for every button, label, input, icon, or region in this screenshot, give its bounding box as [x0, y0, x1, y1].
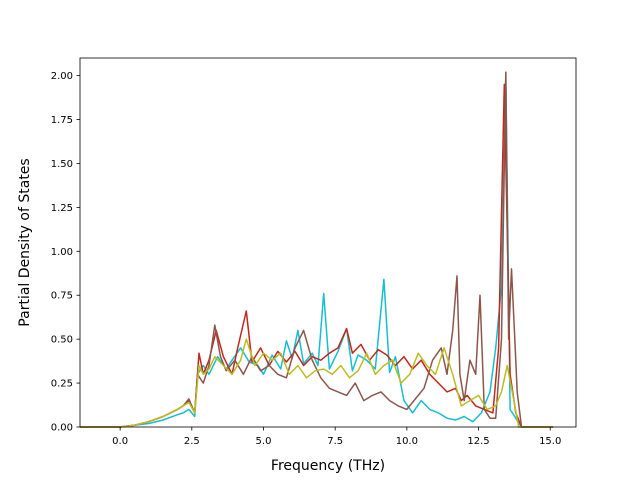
- x-axis-label: Frequency (THz): [271, 458, 385, 474]
- x-tick-label: 12.5: [467, 436, 489, 447]
- x-tick-label: 7.5: [327, 436, 343, 447]
- x-tick-label: 15.0: [539, 436, 561, 447]
- y-tick-label: 1.75: [51, 115, 73, 126]
- y-axis-label: Partial Density of States: [17, 158, 33, 326]
- y-tick-label: 0.25: [51, 379, 73, 390]
- y-tick-label: 0.00: [51, 423, 73, 434]
- y-tick-label: 0.50: [51, 335, 73, 346]
- y-tick-label: 1.00: [51, 247, 73, 258]
- y-tick-label: 1.25: [51, 203, 73, 214]
- x-tick-label: 10.0: [396, 436, 418, 447]
- y-tick-label: 2.00: [51, 71, 73, 82]
- series-line-4: [80, 338, 554, 428]
- series-lines: [80, 71, 554, 428]
- y-axis-ticks: 0.00 0.25 0.50 0.75 1.00 1.25 1.50 1.75 2.00: [51, 71, 80, 434]
- x-axis-ticks: 0.0 2.5 5.0 7.5 10.0 12.5 15.0: [112, 427, 561, 447]
- plot-frame: [79, 57, 577, 428]
- x-tick-label: 0.0: [112, 436, 128, 447]
- x-tick-label: 2.5: [184, 436, 200, 447]
- y-tick-label: 0.75: [51, 291, 73, 302]
- series-line-3: [80, 71, 554, 428]
- y-tick-label: 1.50: [51, 159, 73, 170]
- x-tick-label: 5.0: [256, 436, 272, 447]
